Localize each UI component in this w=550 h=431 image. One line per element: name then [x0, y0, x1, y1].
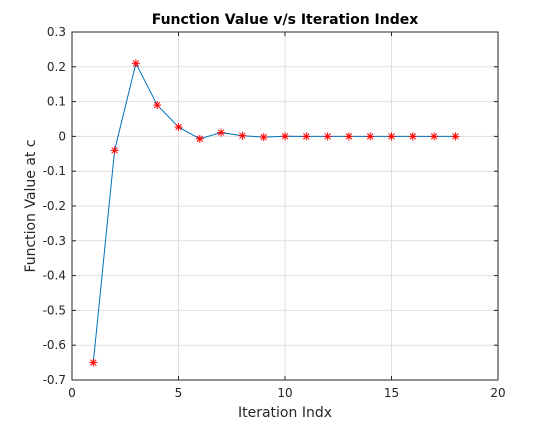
y-tick-label: -0.1	[43, 164, 66, 178]
y-tick-label: -0.3	[43, 234, 66, 248]
data-point-marker	[195, 134, 204, 143]
y-tick-label: -0.6	[43, 338, 66, 352]
data-point-marker	[89, 358, 98, 367]
data-point-marker	[259, 133, 268, 142]
tick-labels: 0 5 10 15 20 0.3 0.2 0.1 0 -0.1 -0.2 -0.3 -0.4 -0.5 -0…	[43, 25, 506, 400]
y-tick-label: 0.1	[47, 95, 66, 109]
data-point-marker	[430, 132, 439, 141]
data-point-marker	[174, 123, 183, 131]
y-tick-label: -0.5	[43, 303, 66, 317]
data-point-marker	[387, 132, 396, 141]
data-point-marker	[408, 132, 417, 141]
data-point-marker	[344, 132, 353, 141]
chart-title: Function Value v/s Iteration Index	[152, 12, 419, 28]
series-line	[92, 61, 456, 363]
x-tick-label: 10	[277, 386, 292, 400]
data-point-marker	[281, 132, 289, 141]
x-tick-label: 15	[384, 386, 399, 400]
axes	[71, 31, 499, 381]
x-tick-label: 20	[490, 386, 505, 400]
y-tick-label: -0.7	[43, 373, 66, 387]
data-point-marker	[153, 101, 162, 110]
data-point-marker	[110, 146, 119, 155]
x-axis-label: Iteration Indx	[238, 405, 332, 421]
y-tick-label: 0.2	[47, 60, 66, 74]
data-point-marker	[217, 128, 226, 137]
grid-lines	[71, 31, 499, 381]
data-point-marker	[366, 132, 375, 141]
data-point-marker	[451, 132, 460, 141]
data-point-marker	[323, 132, 332, 141]
data-point-marker	[302, 132, 311, 141]
data-series	[89, 59, 460, 367]
y-tick-label: 0	[58, 129, 66, 143]
x-tick-label: 5	[175, 386, 183, 400]
data-point-marker	[131, 59, 140, 68]
data-point-marker	[238, 131, 247, 140]
y-tick-label: -0.2	[43, 199, 66, 213]
x-tick-label: 0	[68, 386, 76, 400]
y-tick-label: -0.4	[43, 269, 66, 283]
y-tick-label: 0.3	[47, 25, 66, 39]
y-axis-label: Function Value at c	[23, 139, 39, 272]
